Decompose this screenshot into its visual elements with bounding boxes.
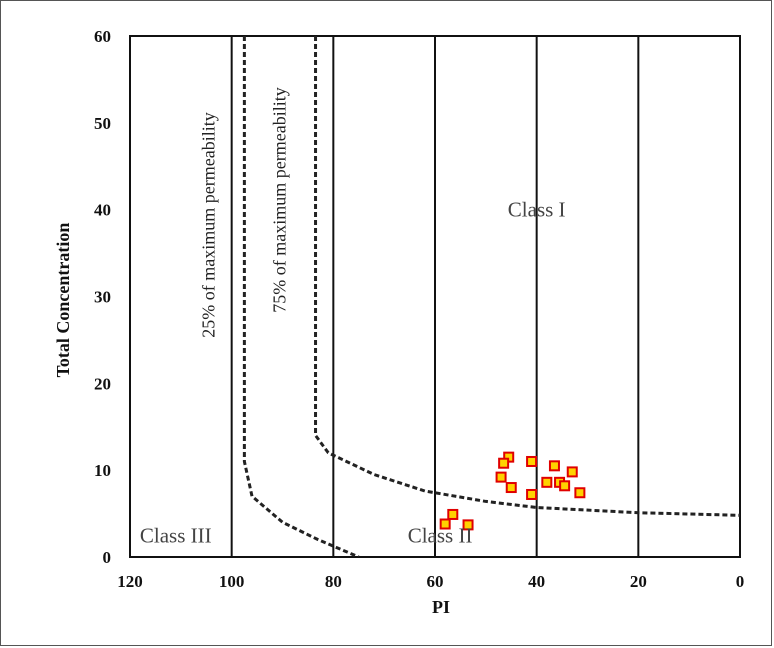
x-tick-label: 60 — [427, 572, 444, 591]
curve-labels: 25% of maximum permeability 75% of maximu… — [198, 87, 289, 337]
y-tick-label: 40 — [94, 201, 111, 220]
y-tick-label: 0 — [103, 548, 112, 567]
data-point — [548, 460, 560, 472]
grid-lines — [230, 36, 640, 557]
y-tick-labels: 0 10 20 30 40 50 60 — [94, 27, 111, 567]
data-point — [526, 488, 538, 500]
x-tick-label: 80 — [325, 572, 342, 591]
data-point — [566, 466, 578, 478]
curve-label-1: 25% of maximum permeability — [198, 112, 218, 337]
data-point — [541, 476, 553, 488]
data-point — [505, 482, 517, 494]
x-tick-label: 20 — [630, 572, 647, 591]
x-tick-labels: 120 100 80 60 40 20 0 — [117, 572, 744, 591]
data-point — [559, 480, 571, 492]
x-tick-label: 40 — [528, 572, 545, 591]
data-points — [439, 451, 586, 531]
class-annotations: Class I Class II Class III — [140, 198, 566, 548]
y-tick-label: 30 — [94, 288, 111, 307]
y-tick-label: 10 — [94, 461, 111, 480]
x-tick-label: 100 — [219, 572, 245, 591]
x-tick-label: 0 — [736, 572, 745, 591]
data-point — [526, 455, 538, 467]
data-point — [495, 471, 507, 483]
y-tick-label: 20 — [94, 374, 111, 393]
data-point — [462, 519, 474, 531]
data-point — [447, 508, 459, 520]
y-axis-label: Total Concentration — [53, 223, 73, 378]
curve-label-2: 75% of maximum permeability — [270, 87, 290, 312]
permeability-curve-2 — [314, 36, 740, 517]
data-point — [439, 518, 451, 530]
y-tick-label: 50 — [94, 114, 111, 133]
data-point — [574, 487, 586, 499]
y-tick-label: 60 — [94, 27, 111, 46]
class-annotation: Class II — [408, 523, 473, 547]
permeability-curve-1 — [242, 36, 360, 557]
x-tick-label: 120 — [117, 572, 143, 591]
data-point — [498, 457, 510, 469]
permeability-curves — [242, 36, 740, 557]
x-axis-label: PI — [432, 597, 450, 617]
class-annotation: Class I — [508, 198, 566, 222]
class-annotation: Class III — [140, 523, 212, 547]
